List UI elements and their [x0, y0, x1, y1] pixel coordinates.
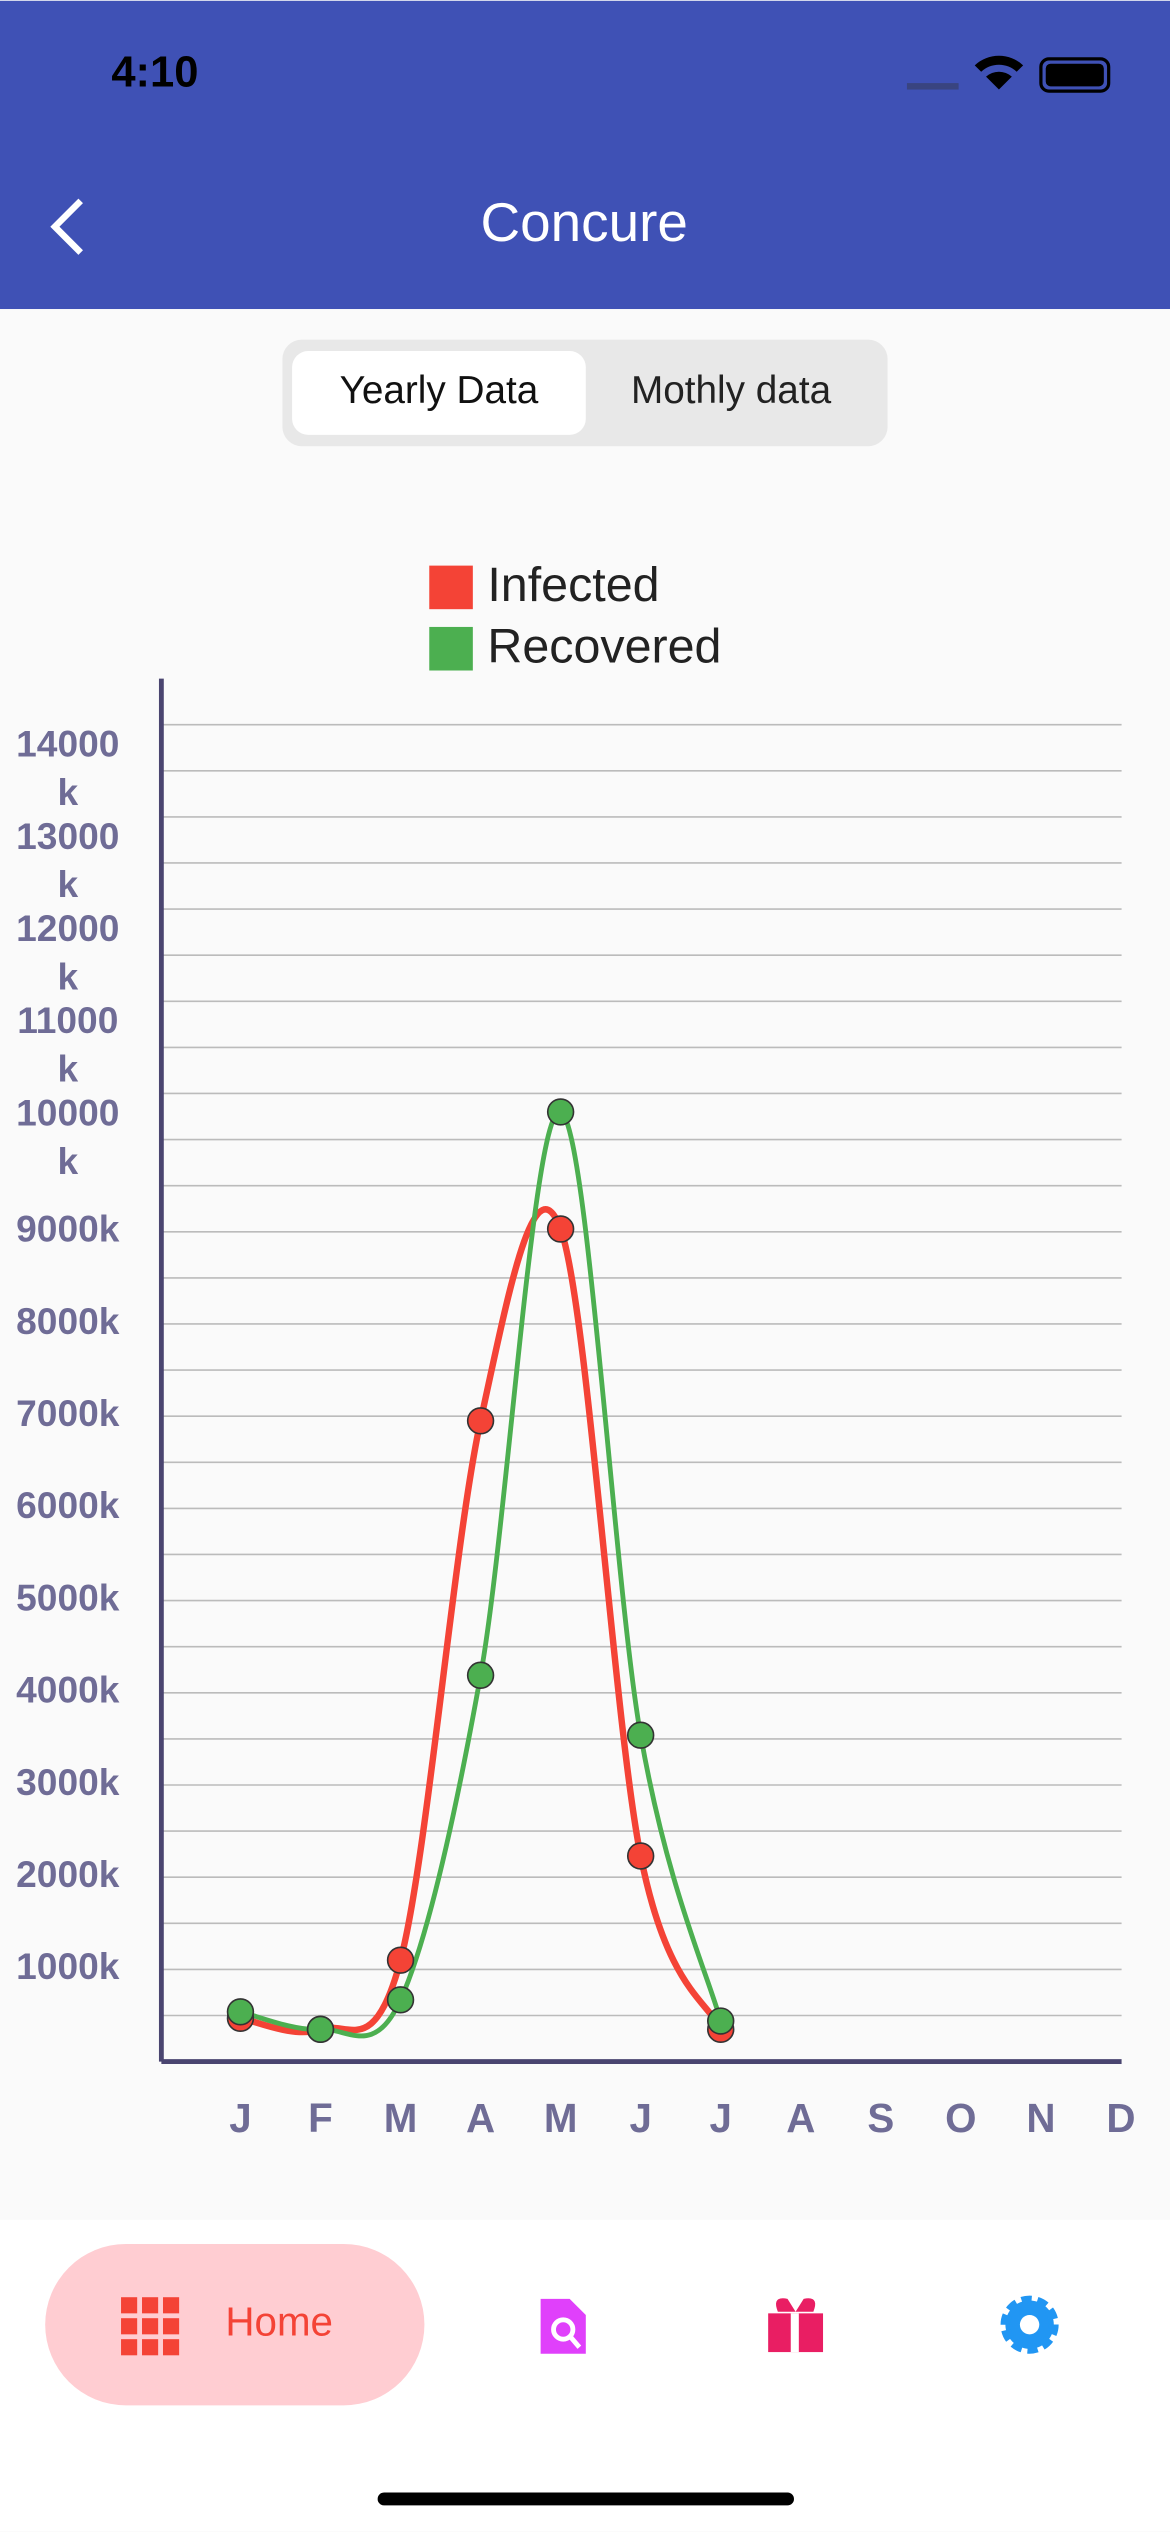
nav-label: Home: [225, 2298, 333, 2344]
data-point: [386, 1946, 415, 1974]
status-time: 4:10: [111, 49, 198, 97]
y-tick-label: 12000 k: [16, 907, 119, 997]
y-tick-label: 7000k: [16, 1392, 120, 1434]
home-icon: [121, 2297, 180, 2356]
x-tick-label: J: [710, 2095, 732, 2141]
x-tick-label: A: [466, 2095, 495, 2141]
app-title: Concure: [481, 191, 688, 253]
x-tick-label: O: [945, 2095, 976, 2141]
settings-icon[interactable]: [1000, 2295, 1059, 2354]
data-point: [626, 1842, 655, 1870]
y-tick-label: 2000k: [16, 1853, 120, 1895]
x-tick-label: M: [544, 2095, 578, 2141]
legend-label: Infected: [487, 558, 659, 612]
app-bar: [0, 0, 1170, 310]
nav-home[interactable]: [45, 2243, 425, 2406]
y-tick-label: 1000k: [16, 1945, 120, 1987]
status-icons: [906, 55, 1111, 93]
x-tick-label: N: [1026, 2095, 1055, 2141]
legend-label: Recovered: [487, 619, 721, 673]
tab[interactable]: Mothly data: [631, 369, 832, 412]
tab[interactable]: Yearly Data: [340, 369, 539, 412]
y-tick-label: 9000k: [16, 1208, 120, 1250]
data-point: [386, 1986, 415, 2014]
legend-swatch: [429, 565, 473, 610]
y-tick-label: 4000k: [16, 1669, 120, 1711]
data-point: [306, 2015, 335, 2044]
y-tick-label: 6000k: [16, 1484, 120, 1526]
y-tick-label: 5000k: [16, 1576, 120, 1618]
data-point: [466, 1407, 495, 1435]
home-indicator: [377, 2492, 794, 2506]
data-point: [546, 1215, 575, 1243]
data-point: [466, 1661, 495, 1689]
x-tick-label: M: [384, 2095, 418, 2141]
legend-swatch: [429, 626, 473, 671]
series-line: [239, 1206, 724, 2036]
x-tick-label: J: [629, 2095, 651, 2141]
gift-icon[interactable]: [768, 2298, 824, 2353]
y-tick-label: 8000k: [16, 1300, 120, 1342]
data-point: [626, 1721, 655, 1749]
y-tick-label: 3000k: [16, 1761, 120, 1803]
x-tick-label: J: [229, 2095, 251, 2141]
y-tick-label: 10000 k: [16, 1091, 119, 1181]
x-tick-label: D: [1106, 2095, 1135, 2141]
selected-segment: [292, 350, 586, 435]
data-point: [546, 1098, 575, 1126]
search-icon[interactable]: [540, 2298, 586, 2354]
x-tick-label: S: [867, 2095, 894, 2141]
data-point: [707, 2007, 735, 2035]
x-tick-label: A: [786, 2095, 815, 2141]
y-tick-label: 11000 k: [17, 999, 118, 1089]
y-tick-label: 13000 k: [16, 815, 119, 905]
data-point: [226, 1998, 255, 2026]
x-tick-label: F: [308, 2095, 333, 2141]
back-button[interactable]: [50, 198, 83, 255]
y-tick-label: 14000 k: [16, 722, 119, 812]
